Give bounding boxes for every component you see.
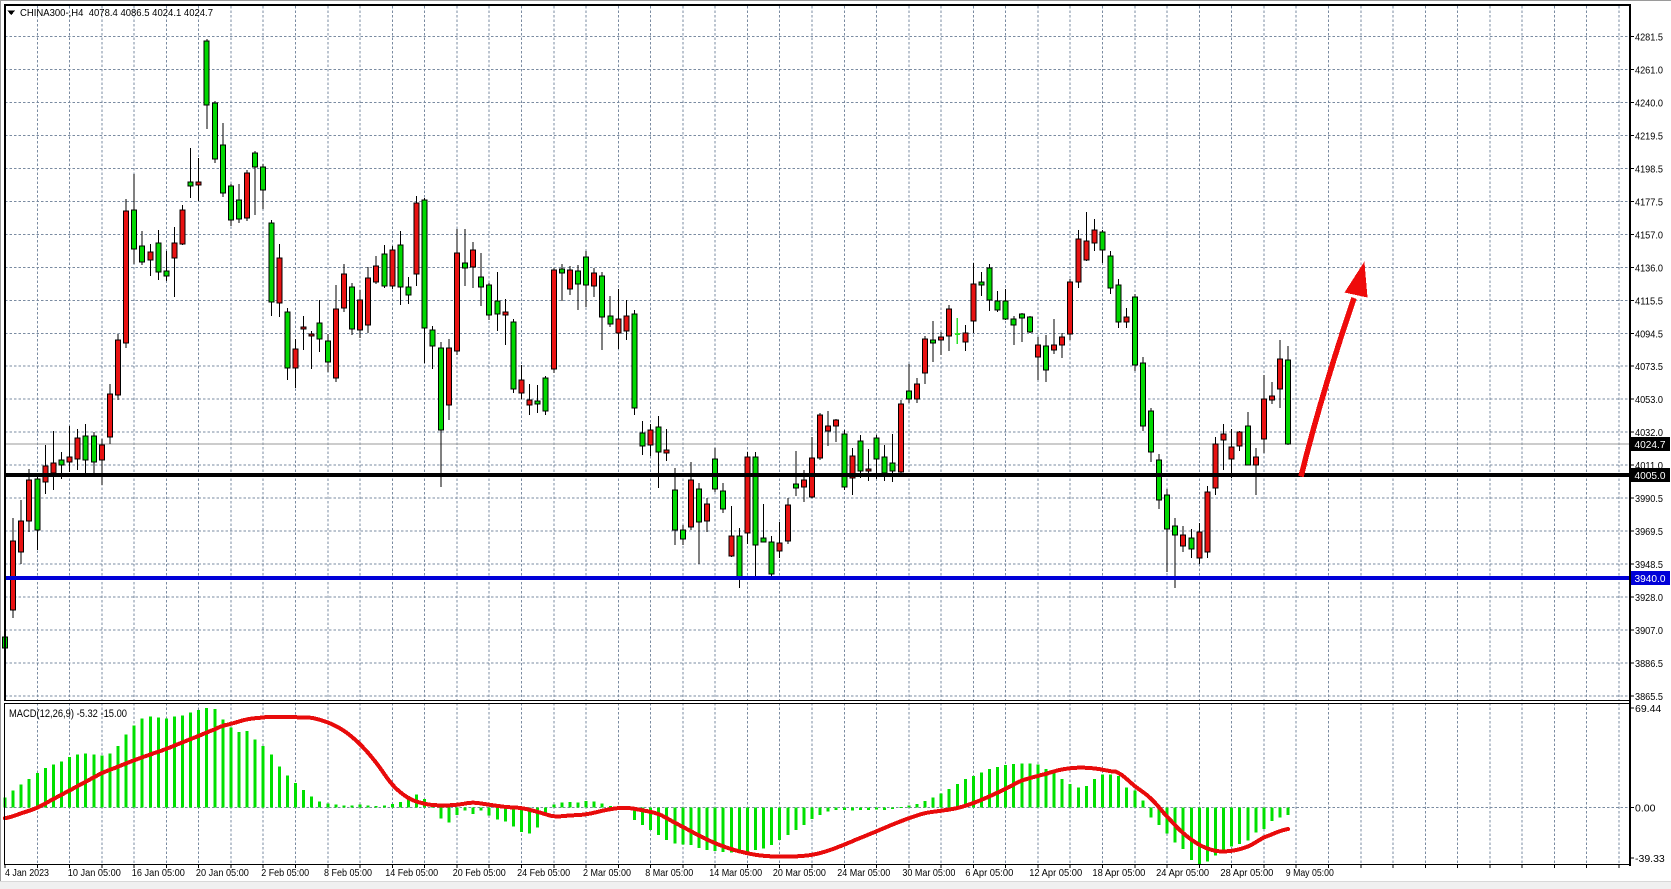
- svg-text:14 Mar 05:00: 14 Mar 05:00: [709, 867, 762, 879]
- svg-text:4281.5: 4281.5: [1635, 32, 1663, 44]
- svg-text:4115.5: 4115.5: [1635, 295, 1663, 307]
- svg-text:4073.5: 4073.5: [1635, 361, 1663, 373]
- svg-text:8 Feb 05:00: 8 Feb 05:00: [324, 867, 372, 879]
- svg-text:9 May 05:00: 9 May 05:00: [1286, 867, 1334, 879]
- svg-text:14 Feb 05:00: 14 Feb 05:00: [385, 867, 438, 879]
- svg-text:2 Feb 05:00: 2 Feb 05:00: [261, 867, 309, 879]
- svg-text:24 Apr 05:00: 24 Apr 05:00: [1156, 867, 1209, 879]
- svg-text:3865.5: 3865.5: [1635, 691, 1663, 703]
- svg-text:4094.5: 4094.5: [1635, 328, 1663, 340]
- svg-text:4198.5: 4198.5: [1635, 163, 1663, 175]
- svg-text:MACD(12,26,9) -5.32 -15.00: MACD(12,26,9) -5.32 -15.00: [9, 708, 127, 720]
- svg-text:12 Apr 05:00: 12 Apr 05:00: [1029, 867, 1082, 879]
- svg-text:3948.5: 3948.5: [1635, 559, 1663, 571]
- svg-text:4 Jan 2023: 4 Jan 2023: [5, 867, 49, 879]
- svg-text:6 Apr 05:00: 6 Apr 05:00: [965, 867, 1013, 879]
- svg-text:20 Mar 05:00: 20 Mar 05:00: [773, 867, 826, 879]
- svg-text:30 Mar 05:00: 30 Mar 05:00: [902, 867, 955, 879]
- svg-text:69.44: 69.44: [1635, 703, 1661, 715]
- svg-text:0.00: 0.00: [1635, 803, 1656, 815]
- svg-text:4136.0: 4136.0: [1635, 262, 1663, 274]
- svg-text:3969.5: 3969.5: [1635, 526, 1663, 538]
- svg-text:4032.0: 4032.0: [1635, 427, 1663, 439]
- svg-text:4240.0: 4240.0: [1635, 97, 1663, 109]
- svg-text:8 Mar 05:00: 8 Mar 05:00: [645, 867, 693, 879]
- svg-text:4053.0: 4053.0: [1635, 394, 1663, 406]
- svg-text:20 Feb 05:00: 20 Feb 05:00: [453, 867, 506, 879]
- svg-text:3940.0: 3940.0: [1635, 573, 1666, 585]
- svg-text:CHINA300-,H4 4078.4 4086.5 40: CHINA300-,H4 4078.4 4086.5 4024.1 4024.7: [20, 7, 213, 19]
- svg-text:4005.0: 4005.0: [1635, 470, 1666, 482]
- svg-text:2 Mar 05:00: 2 Mar 05:00: [583, 867, 631, 879]
- svg-text:-39.33: -39.33: [1635, 853, 1665, 865]
- svg-text:3928.0: 3928.0: [1635, 592, 1663, 604]
- svg-text:3907.0: 3907.0: [1635, 625, 1663, 637]
- svg-text:20 Jan 05:00: 20 Jan 05:00: [196, 867, 249, 879]
- svg-text:18 Apr 05:00: 18 Apr 05:00: [1092, 867, 1145, 879]
- svg-text:16 Jan 05:00: 16 Jan 05:00: [132, 867, 185, 879]
- svg-text:3990.5: 3990.5: [1635, 493, 1663, 505]
- svg-text:24 Feb 05:00: 24 Feb 05:00: [517, 867, 570, 879]
- svg-text:28 Apr 05:00: 28 Apr 05:00: [1220, 867, 1273, 879]
- svg-text:4157.0: 4157.0: [1635, 229, 1663, 241]
- svg-text:4219.5: 4219.5: [1635, 130, 1663, 142]
- svg-text:10 Jan 05:00: 10 Jan 05:00: [68, 867, 121, 879]
- svg-text:3886.5: 3886.5: [1635, 658, 1663, 670]
- svg-text:24 Mar 05:00: 24 Mar 05:00: [837, 867, 890, 879]
- svg-text:4261.0: 4261.0: [1635, 65, 1663, 77]
- svg-text:4177.5: 4177.5: [1635, 196, 1663, 208]
- svg-text:4024.7: 4024.7: [1635, 439, 1666, 451]
